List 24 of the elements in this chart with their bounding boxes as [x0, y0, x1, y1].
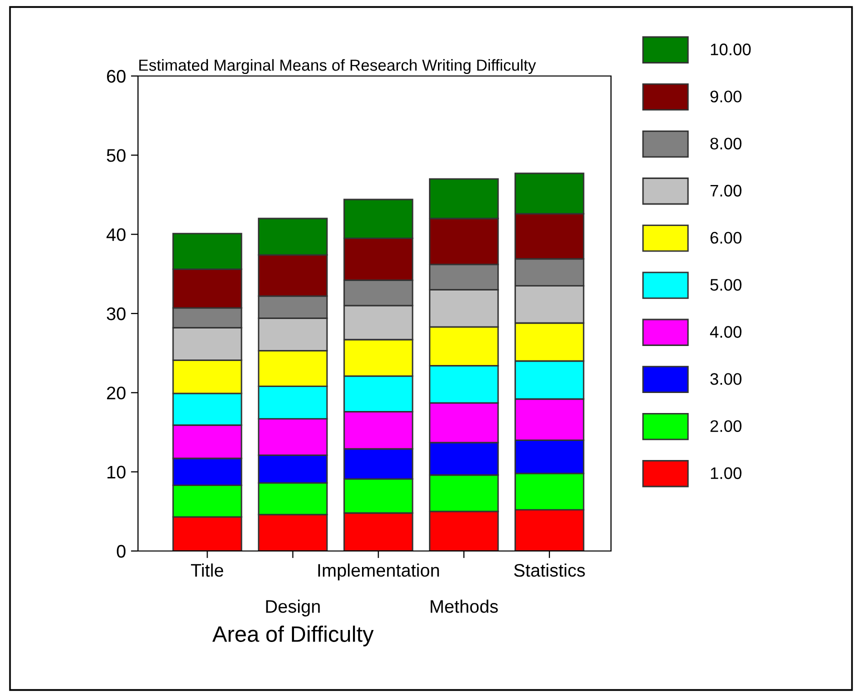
y-tick-label: 10: [107, 466, 126, 479]
y-tick-label: 30: [106, 307, 126, 320]
legend-label: 3.00: [710, 373, 742, 385]
legend-label: 5.00: [710, 278, 742, 291]
x-tick-label: Title: [190, 564, 224, 577]
x-tick-label: Implementation: [318, 564, 439, 580]
y-tick-label: 20: [107, 386, 126, 400]
legend-label: 7.00: [710, 184, 742, 197]
y-tick-label: 40: [106, 228, 126, 242]
x-tick-label: Statistics: [514, 564, 585, 577]
legend-label: 1.00: [710, 467, 742, 480]
legend-label: 6.00: [710, 232, 742, 244]
y-tick-label: 50: [106, 149, 126, 162]
y-tick-label: 0: [116, 544, 126, 558]
y-tick-label: 60: [107, 70, 126, 83]
chart-title: Estimated Marginal Means of Research Writing Difficulty: [139, 59, 536, 74]
x-tick-label: Design: [266, 600, 320, 616]
legend-label: 9.00: [710, 90, 742, 102]
legend-label: 2.00: [710, 420, 742, 432]
legend-label: 4.00: [710, 326, 742, 338]
x-axis-title: Area of Difficulty: [212, 626, 374, 646]
x-tick-label: Methods: [430, 600, 498, 613]
legend-label: 8.00: [710, 138, 742, 150]
legend-label: 10.00: [710, 44, 751, 56]
